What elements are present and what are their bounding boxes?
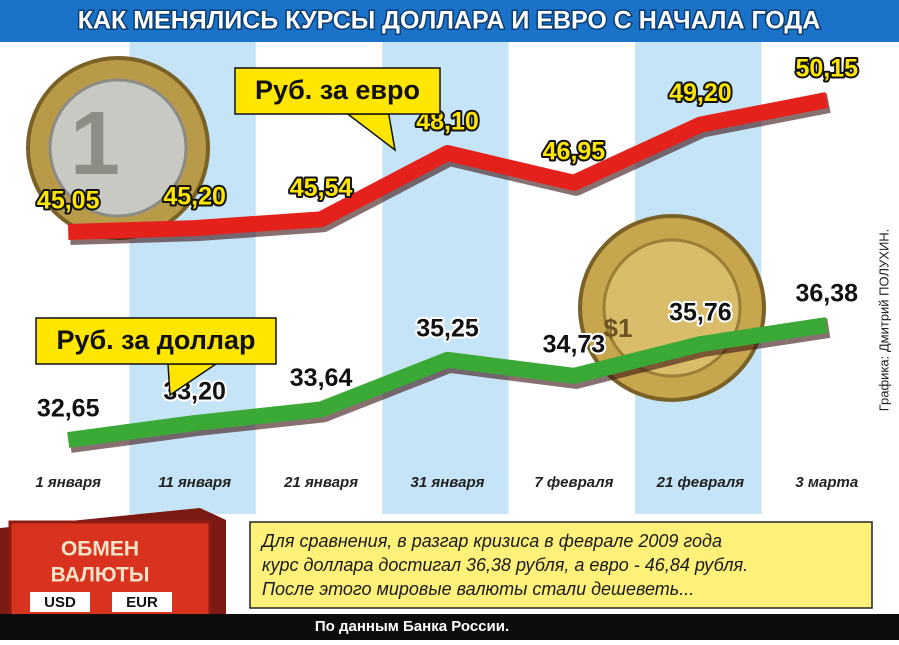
sign-currency: USD	[44, 594, 76, 611]
sign-text: ВАЛЮТЫ	[51, 564, 150, 587]
legend-label: Руб. за евро	[255, 75, 420, 105]
credit: Графика: Дмитрий ПОЛУХИН.	[876, 229, 891, 412]
x-tick-label: 7 февраля	[534, 474, 613, 491]
data-label: 45,20	[163, 183, 226, 211]
plot: 1 января 11 января 21 января 31 января 7 фев…	[35, 53, 860, 491]
data-label: 46,95	[543, 137, 606, 165]
legend-box	[234, 67, 441, 115]
data-label: 33,64	[290, 364, 353, 392]
data-label: 45,05	[37, 187, 100, 215]
data-label: 32,65	[37, 395, 100, 423]
data-label: 45,54	[290, 174, 353, 202]
legend-label: Руб. за доллар	[56, 325, 255, 355]
source: По данным Банка России.	[315, 618, 509, 635]
coin-center	[48, 78, 188, 218]
data-label: 36,38	[796, 280, 859, 308]
note-text: курс доллара достигал 36,38 рубля, а евр…	[262, 555, 748, 575]
sign-label-box	[112, 592, 172, 612]
data-label: 50,15	[796, 55, 859, 83]
x-tick-label: 3 марта	[795, 474, 858, 491]
note-box	[249, 521, 873, 609]
data-label: 34,73	[543, 330, 606, 358]
coin-text: $1	[604, 313, 633, 343]
x-tick-label: 11 января	[158, 474, 231, 491]
line	[67, 317, 828, 448]
data-label: 35,76	[669, 299, 732, 327]
x-tick-label: 31 января	[411, 474, 485, 491]
title-bar	[0, 0, 899, 42]
sign-label-box	[30, 592, 90, 612]
exchange-sign: ОБМЕН ВАЛЮТЫ USD EUR	[0, 508, 226, 632]
data-label: 35,25	[416, 314, 479, 342]
note-text: Для сравнения, в разгар кризиса в феврал…	[260, 531, 722, 551]
chart-title: КАК МЕНЯЛИСЬ КУРСЫ ДОЛЛАРА И ЕВРО С НАЧА…	[78, 7, 821, 35]
x-tick-label: 21 января	[283, 474, 358, 491]
x-tick-label: 21 февраля	[656, 474, 745, 491]
euro-coin: 1	[26, 56, 210, 240]
sign-currency: EUR	[126, 594, 158, 611]
source-bar	[0, 614, 899, 640]
data-label: 49,20	[669, 79, 732, 107]
legend-box	[35, 317, 277, 365]
note-text: После этого мировые валюты стали дешевет…	[262, 579, 694, 599]
sign-text: ОБМЕН	[61, 538, 139, 561]
coin-text: 1	[70, 94, 120, 194]
stripe	[382, 42, 509, 514]
line	[67, 92, 829, 240]
x-tick-label: 1 января	[35, 474, 101, 491]
